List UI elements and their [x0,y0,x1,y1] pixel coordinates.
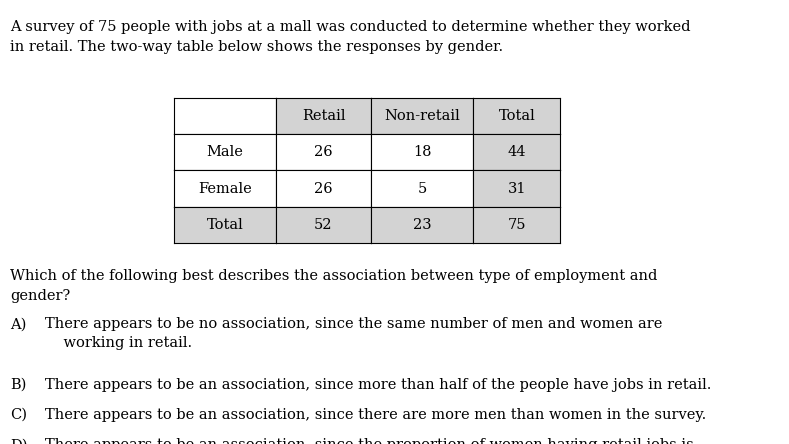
Text: Female: Female [198,182,252,196]
Text: C): C) [10,408,28,422]
Text: There appears to be an association, since more than half of the people have jobs: There appears to be an association, sinc… [45,378,712,392]
Text: Total: Total [499,109,535,123]
Text: There appears to be no association, since the same number of men and women are
 : There appears to be no association, sinc… [45,317,662,350]
Text: 52: 52 [314,218,333,232]
Text: 18: 18 [413,145,432,159]
Text: A survey of 75 people with jobs at a mall was conducted to determine whether the: A survey of 75 people with jobs at a mal… [10,20,690,54]
Text: 26: 26 [314,145,333,159]
Text: There appears to be an association, since the proportion of women having retail : There appears to be an association, sinc… [45,438,694,444]
Text: Total: Total [207,218,243,232]
Text: 44: 44 [507,145,526,159]
Text: D): D) [10,438,28,444]
Text: 23: 23 [413,218,432,232]
Text: Which of the following best describes the association between type of employment: Which of the following best describes th… [10,269,658,303]
Text: There appears to be an association, since there are more men than women in the s: There appears to be an association, sinc… [45,408,706,422]
Text: Non-retail: Non-retail [384,109,460,123]
Text: A): A) [10,317,27,332]
Text: 5: 5 [417,182,427,196]
Text: 31: 31 [507,182,526,196]
Text: Retail: Retail [301,109,346,123]
Text: Male: Male [207,145,243,159]
Text: 26: 26 [314,182,333,196]
Text: 75: 75 [507,218,526,232]
Text: B): B) [10,378,27,392]
